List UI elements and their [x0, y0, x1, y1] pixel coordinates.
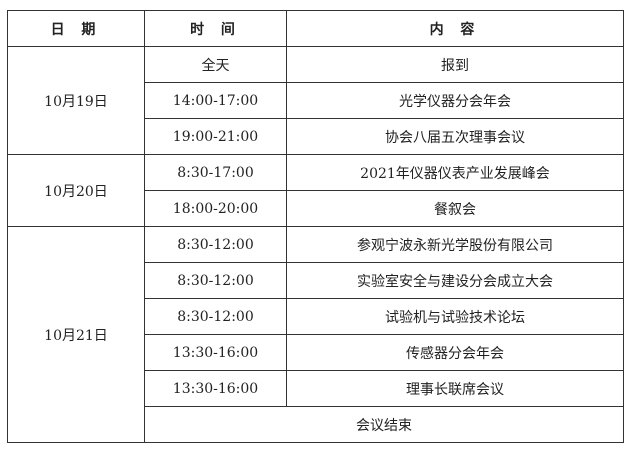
content-cell: 协会八届五次理事会议	[286, 118, 624, 155]
table-row: 8:30-12:00 实验室安全与建设分会成立大会	[8, 262, 624, 299]
time-cell: 全天	[144, 46, 287, 83]
table-row: 14:00-17:00 光学仪器分会年会	[8, 82, 624, 119]
time-cell: 8:30-12:00	[144, 262, 287, 299]
header-time: 时 间	[144, 10, 287, 47]
content-cell: 试验机与试验技术论坛	[286, 298, 624, 335]
time-cell: 19:00-21:00	[144, 118, 287, 155]
time-cell: 13:30-16:00	[144, 370, 287, 407]
table-row: 10月21日 8:30-12:00 参观宁波永新光学股份有限公司	[7, 226, 624, 443]
content-cell: 光学仪器分会年会	[286, 82, 624, 119]
table-row: 19:00-21:00 协会八届五次理事会议	[8, 118, 624, 155]
schedule-table: 日 期 时 间 内 容 10月19日 全天 报到 14:00-17:00 光学仪器分会年…	[7, 10, 624, 443]
content-cell: 传感器分会年会	[286, 334, 624, 371]
header-date: 日 期	[7, 10, 145, 47]
time-cell: 8:30-12:00	[144, 226, 287, 263]
closing-cell: 会议结束	[144, 406, 624, 443]
content-cell: 参观宁波永新光学股份有限公司	[286, 226, 624, 263]
time-cell: 8:30-12:00	[144, 298, 287, 335]
time-cell: 18:00-20:00	[144, 190, 287, 227]
date-cell: 10月20日	[7, 154, 145, 227]
content-cell: 餐叙会	[286, 190, 624, 227]
time-cell: 13:30-16:00	[144, 334, 287, 371]
header-content: 内 容	[286, 10, 624, 47]
date-cell: 10月19日	[7, 46, 145, 155]
table-row: 13:30-16:00 理事长联席会议	[8, 370, 624, 407]
content-cell: 2021年仪器仪表产业发展峰会	[286, 154, 624, 191]
table-row: 13:30-16:00 传感器分会年会	[8, 334, 624, 371]
header-row: 日 期 时 间 内 容	[7, 10, 624, 47]
table-row: 10月19日 全天 报到	[7, 46, 624, 155]
content-cell: 报到	[286, 46, 624, 83]
table-row: 18:00-20:00 餐叙会	[8, 190, 624, 227]
content-cell: 理事长联席会议	[286, 370, 624, 407]
date-cell: 10月21日	[7, 226, 145, 443]
table-row: 10月20日 8:30-17:00 2021年仪器仪表产业发展峰会	[7, 154, 624, 227]
time-cell: 14:00-17:00	[144, 82, 287, 119]
time-cell: 8:30-17:00	[144, 154, 287, 191]
content-cell: 实验室安全与建设分会成立大会	[286, 262, 624, 299]
table-row: 8:30-12:00 试验机与试验技术论坛	[8, 298, 624, 335]
closing-row: 会议结束	[8, 406, 624, 443]
